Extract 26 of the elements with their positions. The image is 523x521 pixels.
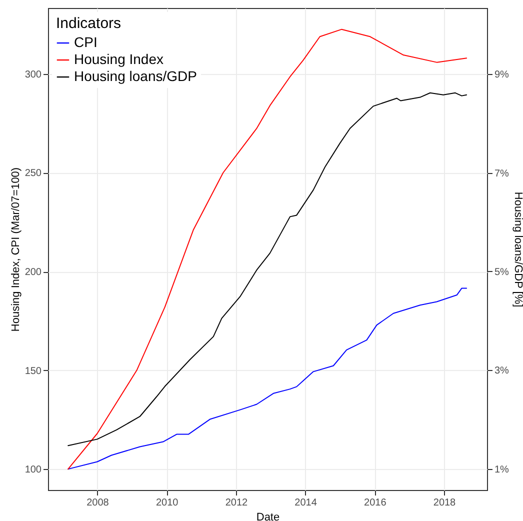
x-tick-label: 2010 [156, 498, 179, 508]
legend-label: Housing loans/GDP [74, 68, 197, 84]
y-axis-title: Housing Index, CPI (Mar/07=100) [10, 167, 22, 332]
legend-label: CPI [74, 34, 98, 50]
line-series [68, 288, 468, 470]
y-tick-label: 200 [24, 267, 42, 278]
x-tick-label: 2012 [225, 498, 248, 508]
y2-tick-label: 1% [494, 464, 510, 476]
y-tick-label: 150 [24, 366, 42, 377]
legend-title: Indicators [56, 15, 122, 32]
x-tick-label: 2016 [364, 498, 387, 508]
x-axis-title: Date [256, 512, 280, 521]
y2-tick-label: 5% [494, 266, 510, 278]
x-tick-label: 2008 [86, 498, 110, 508]
y-tick-label: 250 [24, 168, 42, 180]
line-series [68, 28, 468, 470]
legend-label: Housing Index [74, 51, 164, 67]
y-tick-label: 300 [24, 69, 42, 80]
y2-tick-label: 9% [494, 70, 510, 81]
y2-tick-label: 7% [494, 168, 510, 180]
y2-axis-title: Housing loans/GDP [%] [512, 192, 523, 308]
line-series [68, 92, 468, 446]
x-tick-label: 2014 [294, 498, 318, 508]
x-tick-label: 2018 [433, 498, 456, 508]
y2-tick-label: 3% [494, 366, 510, 377]
y-tick-label: 100 [24, 464, 42, 476]
